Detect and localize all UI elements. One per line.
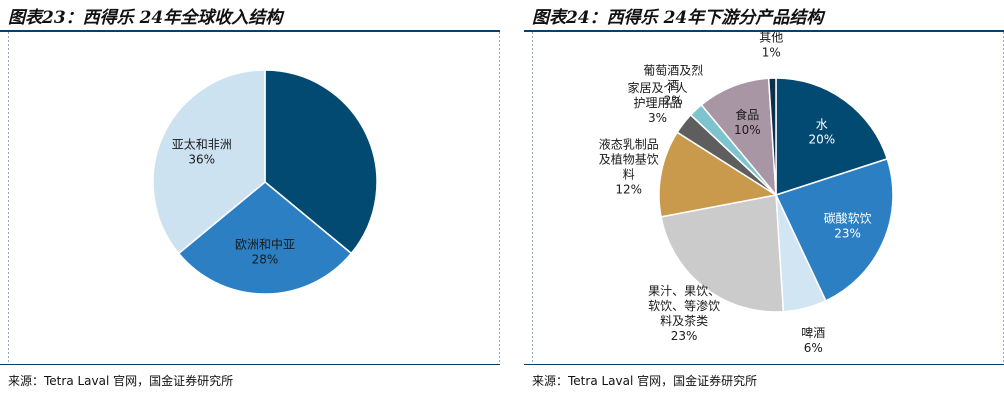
slice-data-label: 液态乳制品及植物基饮料 12% xyxy=(599,136,659,196)
slice-category-label: 食品 xyxy=(735,107,759,122)
pie-slice xyxy=(658,131,779,218)
slice-percent-label: 1% xyxy=(762,46,781,60)
slice-data-label: 北美 36% xyxy=(377,109,404,138)
slice-percent-label: 2% xyxy=(664,94,683,108)
slice-data-label: 水 20% xyxy=(808,117,835,146)
slice-percent-label: 3% xyxy=(648,111,667,125)
slice-percent-label: 12% xyxy=(615,182,642,196)
frame-border-left xyxy=(8,32,9,364)
pie-slice xyxy=(767,77,777,196)
slice-data-label: 家居及个人护理用品 3% xyxy=(627,80,687,125)
slice-data-label: 亚太和非洲 36% xyxy=(172,137,232,167)
slice-category-label: 果汁、果饮、 xyxy=(648,284,720,298)
slice-category-label: 亚太和非洲 xyxy=(172,137,232,152)
pie-slice xyxy=(177,181,353,295)
chart-panel-downstream-products: 图表24：西得乐 24年下游分产品结构 水 20% 碳酸软饮 23% 啤酒 6% 果汁、果饮… xyxy=(524,0,1004,402)
slice-data-label: 食品 10% xyxy=(734,107,761,137)
slice-data-label: 葡萄酒及烈酒 2% xyxy=(643,64,703,108)
source-note: 来源：Tetra Laval 官网，国金证券研究所 xyxy=(532,374,758,388)
source-note: 来源：Tetra Laval 官网，国金证券研究所 xyxy=(8,374,234,388)
pie-slice xyxy=(775,77,889,197)
slice-category-label: 液态乳制品 xyxy=(599,136,659,151)
slice-category-label: 家居及个人 xyxy=(627,80,687,95)
pie-slice xyxy=(152,69,266,255)
pie-slice xyxy=(774,157,894,302)
slice-percent-label: 23% xyxy=(671,329,698,343)
source-rule xyxy=(0,364,500,365)
pie-slice xyxy=(700,77,777,198)
slice-category-label: 及植物基饮 xyxy=(599,151,659,166)
slice-data-label: 其他 1% xyxy=(759,32,783,60)
slice-percent-label: 36% xyxy=(188,153,215,167)
slice-percent-label: 20% xyxy=(808,132,835,146)
pie-slice xyxy=(264,69,378,255)
slice-data-label: 啤酒 6% xyxy=(801,325,825,355)
title-rule xyxy=(524,30,1004,32)
pie-slice xyxy=(660,194,785,313)
slice-category-label: 欧洲和中亚 xyxy=(235,237,295,252)
slice-percent-label: 6% xyxy=(804,341,823,355)
frame-border-left xyxy=(532,32,533,364)
slice-category-label: 北美 xyxy=(378,109,402,123)
slice-category-label: 水 xyxy=(816,117,828,131)
slice-percent-label: 10% xyxy=(734,123,761,137)
title-rule xyxy=(0,30,500,32)
slice-category-label: 其他 xyxy=(759,32,783,45)
pie-chart-global-revenue: 北美 36%欧洲和中亚 28%亚太和非洲 36% xyxy=(152,69,404,295)
slice-percent-label: 28% xyxy=(252,253,279,267)
slice-data-label: 欧洲和中亚 28% xyxy=(235,237,295,267)
chart-panel-global-revenue: 图表23：西得乐 24年全球收入结构 北美 36% 欧洲和中亚 28% 亚太和非洲 36%… xyxy=(0,0,500,402)
slice-data-label: 果汁、果饮、软饮、等渗饮料及茶类 23% xyxy=(648,284,720,343)
slice-category-label: 软饮、等渗饮 xyxy=(648,298,720,313)
pie-chart-downstream-products: 水 20%碳酸软饮 23%啤酒 6%果汁、果饮、软饮、等渗饮料及茶类 23%液态乳制品及… xyxy=(599,32,894,355)
slice-category-label: 料 xyxy=(623,167,635,181)
slice-category-label: 护理用品 xyxy=(633,96,681,110)
slice-category-label: 料及茶类 xyxy=(660,313,708,328)
chart-title: 图表23：西得乐 24年全球收入结构 xyxy=(8,8,283,28)
chart-title: 图表24：西得乐 24年下游分产品结构 xyxy=(532,8,824,28)
slice-percent-label: 23% xyxy=(834,227,861,241)
slice-percent-label: 36% xyxy=(377,124,404,138)
slice-category-label: 碳酸软饮 xyxy=(824,211,872,226)
slice-category-label: 葡萄酒及烈 xyxy=(643,64,703,78)
slice-category-label: 酒 xyxy=(667,79,679,93)
slice-data-label: 碳酸软饮 23% xyxy=(824,211,872,241)
slice-category-label: 啤酒 xyxy=(801,325,825,340)
frame-border-right xyxy=(499,32,500,364)
source-rule xyxy=(524,364,1004,365)
